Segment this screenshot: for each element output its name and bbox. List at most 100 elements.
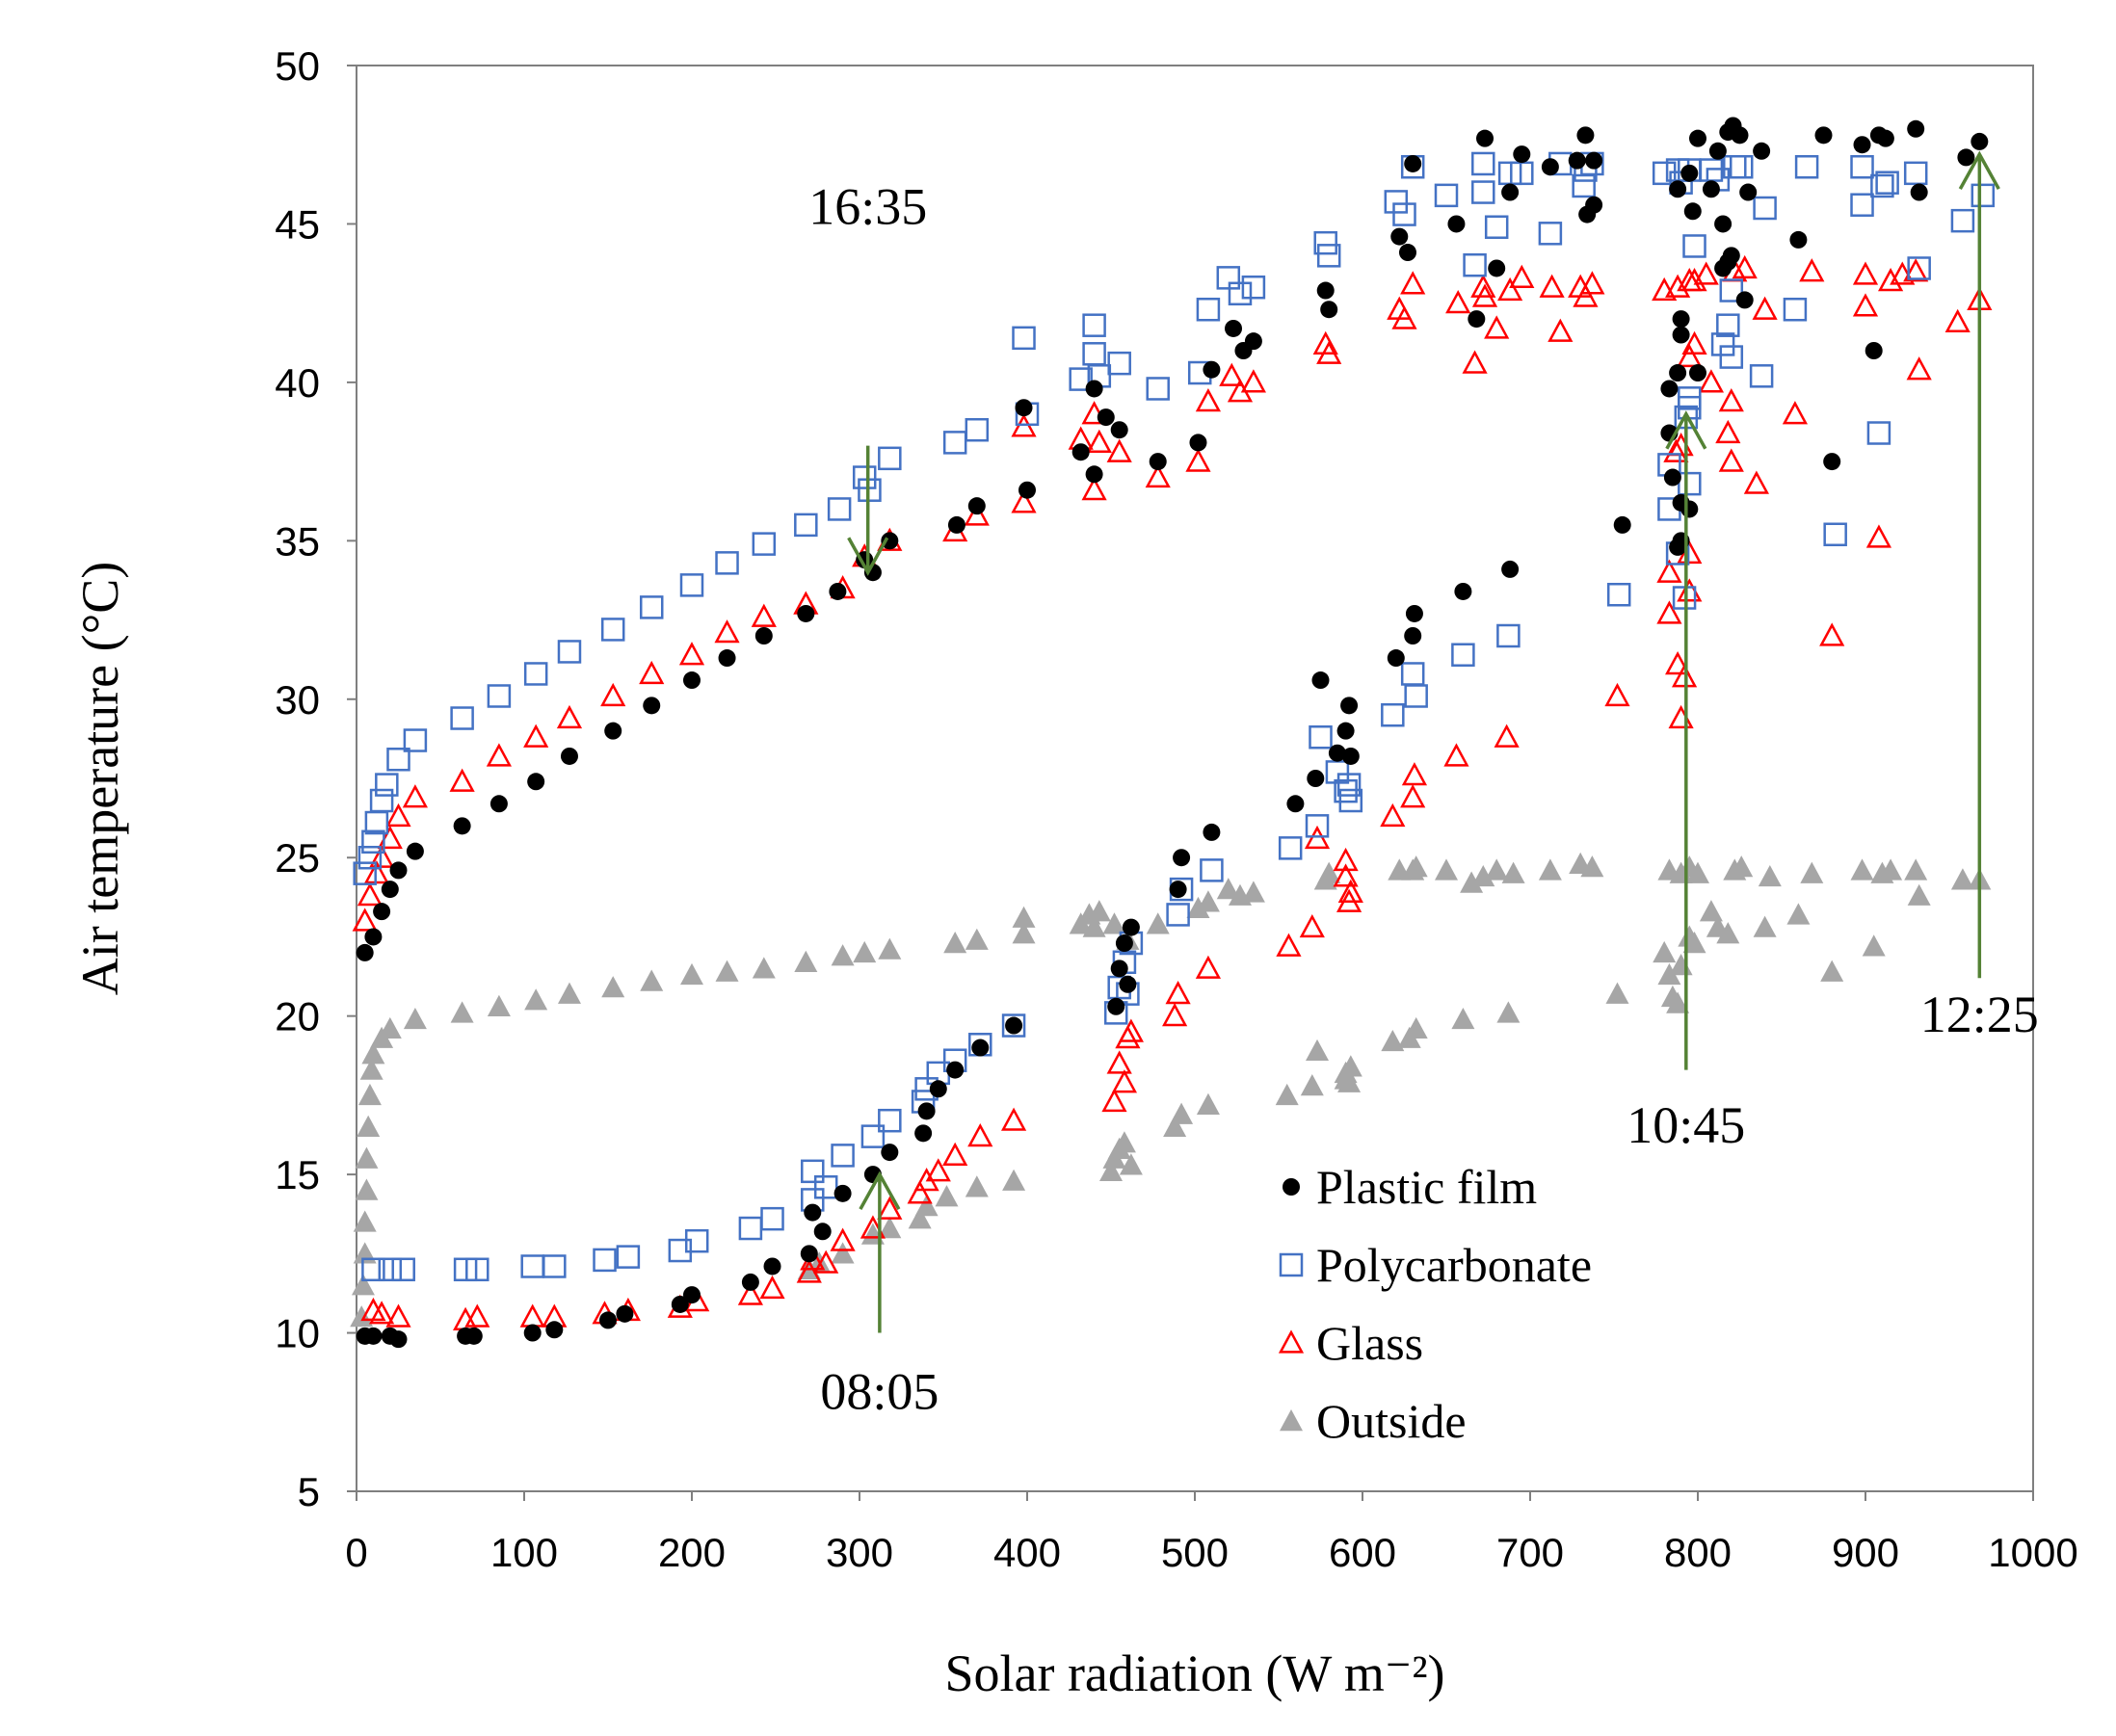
data-point xyxy=(1146,377,1170,401)
data-point xyxy=(1758,864,1782,887)
data-point xyxy=(800,1245,818,1263)
data-point xyxy=(1862,934,1886,957)
data-point xyxy=(489,795,508,813)
data-point xyxy=(1119,1153,1143,1175)
data-point xyxy=(1241,881,1265,903)
data-point xyxy=(1002,1169,1026,1191)
data-point xyxy=(1823,522,1847,547)
data-point xyxy=(364,1327,383,1345)
data-point xyxy=(1110,960,1128,978)
data-point xyxy=(357,1083,382,1106)
data-point xyxy=(1447,215,1466,233)
data-point xyxy=(1333,863,1359,887)
annotation-arrowhead xyxy=(1958,150,2000,190)
data-point xyxy=(1865,342,1883,359)
data-point xyxy=(389,1330,408,1349)
data-point xyxy=(1876,129,1894,147)
data-point xyxy=(1783,297,1808,322)
data-point xyxy=(1286,795,1305,813)
y-tick-label: 50 xyxy=(275,43,320,89)
data-point xyxy=(1752,296,1778,320)
data-point xyxy=(1400,784,1426,808)
data-point xyxy=(1580,855,1604,878)
data-point xyxy=(752,532,777,556)
data-point xyxy=(942,1142,968,1166)
data-point xyxy=(1866,421,1891,445)
data-point xyxy=(684,1228,709,1253)
data-point xyxy=(908,1207,932,1229)
data-point xyxy=(361,1042,385,1065)
data-point xyxy=(752,957,776,979)
data-point xyxy=(1012,906,1036,928)
data-point xyxy=(1753,915,1777,937)
data-point xyxy=(1682,932,1706,954)
data-point xyxy=(881,1144,899,1162)
data-point xyxy=(1195,387,1222,412)
data-point xyxy=(1731,126,1749,145)
data-point xyxy=(1714,215,1732,233)
data-point xyxy=(680,962,703,986)
data-point xyxy=(813,1175,838,1199)
data-point xyxy=(1718,387,1744,412)
legend: Plastic film Polycarbonate Glass Outside xyxy=(1278,1160,1592,1448)
data-point xyxy=(1404,627,1422,644)
y-tick-label: 35 xyxy=(275,518,320,564)
data-point xyxy=(1753,196,1777,221)
data-point xyxy=(1185,448,1211,472)
data-point xyxy=(1445,290,1471,314)
data-point xyxy=(1716,922,1740,944)
data-point xyxy=(1672,310,1690,329)
data-point xyxy=(1878,268,1904,292)
annotation-label: 08:05 xyxy=(820,1362,939,1420)
data-point xyxy=(1870,173,1894,198)
data-point xyxy=(1443,743,1469,767)
legend-label: Glass xyxy=(1316,1316,1423,1370)
data-point xyxy=(1663,438,1689,462)
data-point xyxy=(1400,271,1426,295)
data-point xyxy=(1950,868,1974,890)
data-point xyxy=(678,642,705,666)
data-point xyxy=(355,1146,379,1169)
data-point xyxy=(453,817,471,835)
data-point xyxy=(1341,747,1360,765)
data-point xyxy=(935,1185,959,1207)
data-point xyxy=(402,784,428,808)
data-point xyxy=(1145,463,1171,488)
data-point xyxy=(1085,465,1103,484)
data-point xyxy=(1729,154,1754,179)
data-point xyxy=(1200,858,1224,882)
data-point xyxy=(1501,861,1525,883)
data-point xyxy=(679,573,704,597)
annotation-arrowhead xyxy=(1665,410,1707,450)
data-point xyxy=(1163,1115,1187,1137)
data-point xyxy=(1309,724,1333,750)
data-point xyxy=(1195,955,1222,979)
data-point xyxy=(600,682,626,707)
axis-ticks: 0 100 200 300 400 500 600 700 800 900 1000 5 10 15 20 2… xyxy=(275,43,2077,1575)
data-point xyxy=(760,1206,784,1231)
data-point xyxy=(1333,847,1359,872)
data-point xyxy=(1316,244,1341,268)
data-point xyxy=(593,1248,617,1273)
data-point xyxy=(881,532,899,550)
data-point xyxy=(378,1257,403,1282)
data-point xyxy=(378,1016,402,1039)
data-point xyxy=(1189,434,1207,452)
data-point xyxy=(925,1158,951,1182)
data-point xyxy=(1719,345,1744,369)
data-point xyxy=(523,662,548,686)
data-point xyxy=(1112,1131,1136,1153)
legend-label: Outside xyxy=(1316,1394,1467,1448)
data-point xyxy=(1753,142,1771,160)
series-outside xyxy=(350,852,1992,1328)
data-point xyxy=(1686,861,1709,883)
data-point xyxy=(1579,271,1605,295)
data-point xyxy=(1794,154,1819,179)
data-point xyxy=(1547,318,1574,342)
data-point xyxy=(1735,291,1754,309)
data-point xyxy=(751,603,777,627)
series-polycarbonate xyxy=(353,151,1996,1282)
data-point xyxy=(601,976,625,998)
data-point xyxy=(527,773,545,791)
